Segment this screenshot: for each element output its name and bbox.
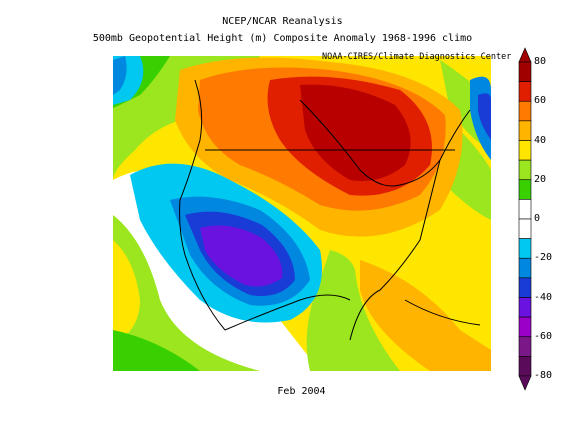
map-title: NCEP/NCAR Reanalysis [222,16,343,27]
coastlines [179,79,481,341]
colorbar-swatch [518,81,532,102]
colorbar-swatch [518,257,532,279]
colorbar-swatch [518,238,532,259]
colorbar-min-arrow [518,375,532,391]
colorbar-swatch [518,316,532,338]
colorbar-swatch [518,277,532,298]
colorbar-tick-label: 60 [534,95,547,107]
colorbar-tick-label: 80 [534,56,547,67]
map-subtitle: 500mb Geopotential Height (m) Composite … [92,33,473,44]
colorbar-swatch [518,356,532,377]
colorbar-tick-label: 40 [534,134,547,146]
colorbar-tick-label: -60 [534,330,553,342]
colorbar-max-arrow [518,47,532,63]
colorbar-swatch [518,297,532,318]
colorbar-swatch [518,120,532,141]
colorbar-tick-label: -80 [534,370,553,381]
colorbar-swatch [518,159,532,181]
credit-label: NOAA-CIRES/Climate Diagnostics Center [322,52,512,62]
colorbar [518,47,532,391]
colorbar-swatch [518,336,532,357]
colorbar-swatch [518,100,532,122]
anomaly-contours [113,56,491,371]
colorbar-swatch [518,140,532,161]
colorbar-swatch [518,199,532,220]
period-label: Feb 2004 [277,386,326,397]
colorbar-swatch [518,61,532,82]
colorbar-swatch [518,179,532,200]
colorbar-tick-label: 0 [534,213,541,224]
colorbar-tick-label: 20 [534,173,547,185]
colorbar-tick-label: -20 [534,252,553,264]
colorbar-tick-label: -40 [534,291,553,303]
colorbar-swatch [518,218,532,239]
